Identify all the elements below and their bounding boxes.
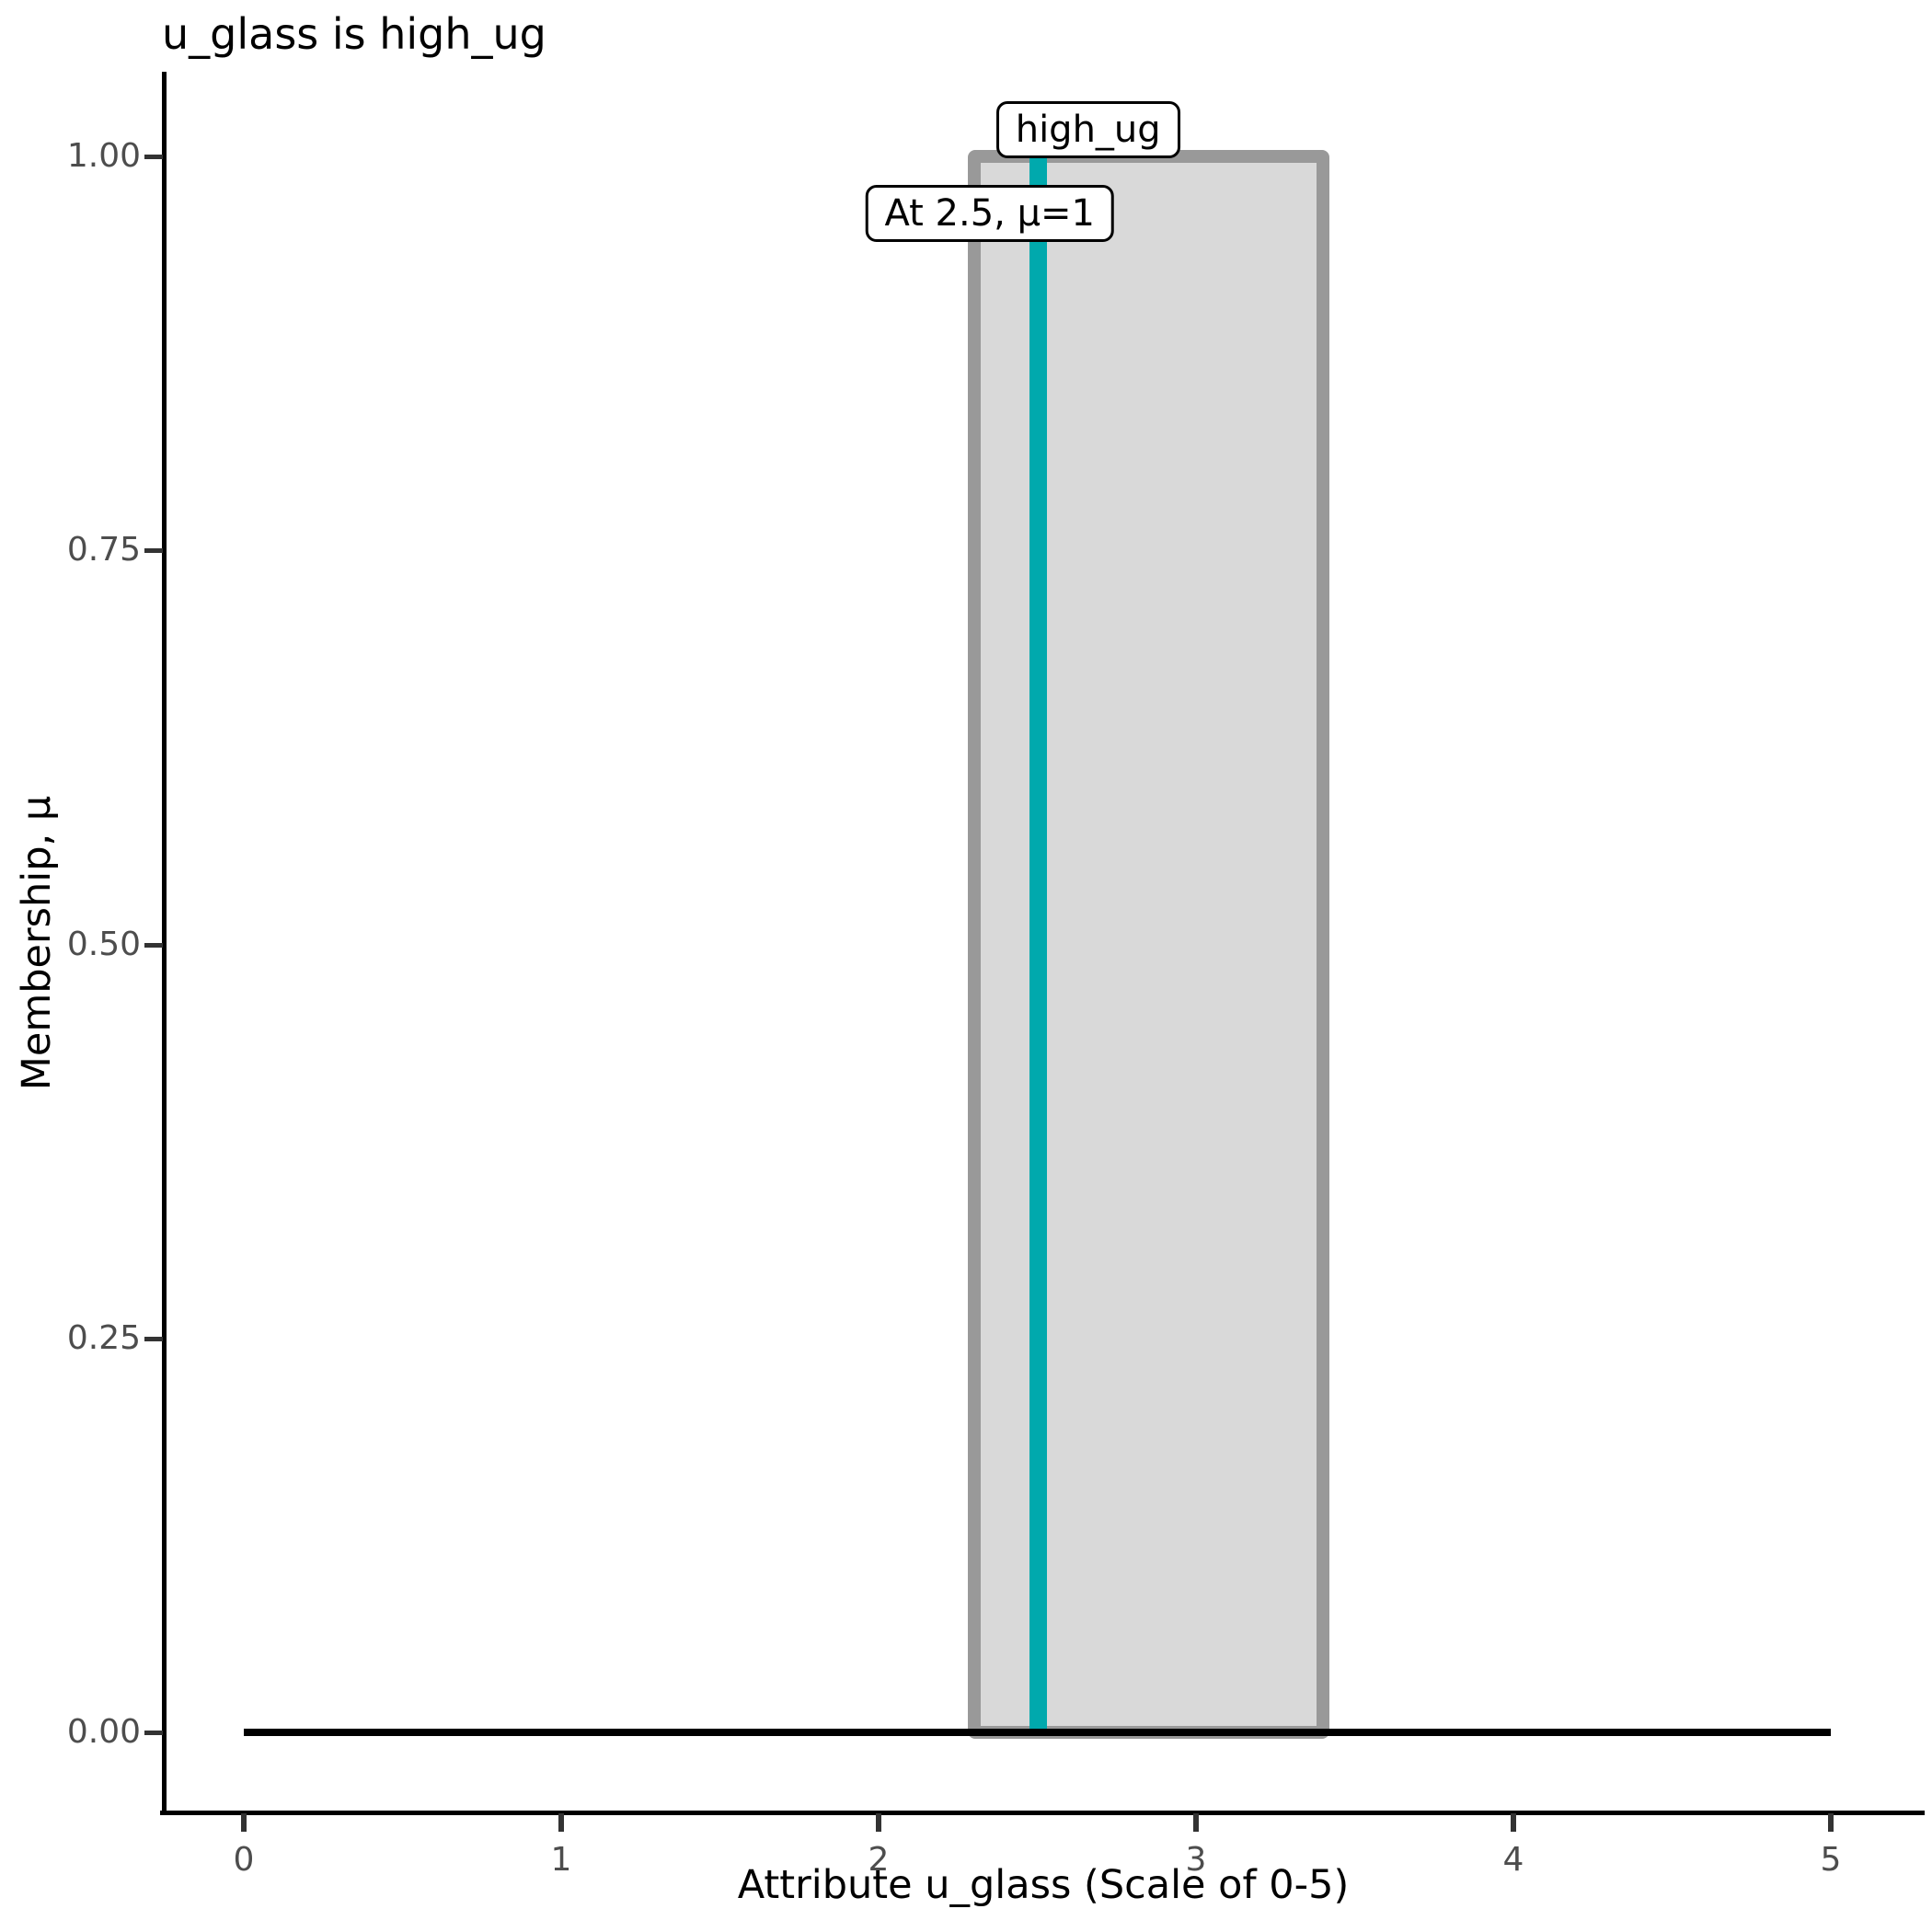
plot-title: u_glass is high_ug xyxy=(162,9,546,59)
zero-baseline xyxy=(244,1729,1831,1736)
x-tick-label: 4 xyxy=(1502,1841,1524,1879)
y-axis-line xyxy=(162,72,167,1815)
y-tick-label: 0.25 xyxy=(66,1318,141,1357)
x-tick-mark xyxy=(1511,1813,1516,1832)
label-box-query-value: At 2.5, μ=1 xyxy=(865,184,1115,242)
x-tick-mark xyxy=(1193,1813,1199,1832)
x-tick-label: 5 xyxy=(1820,1841,1842,1879)
membership-rect xyxy=(967,150,1329,1739)
y-tick-label: 0.50 xyxy=(66,925,141,963)
y-tick-label: 0.75 xyxy=(66,531,141,569)
query-line xyxy=(1029,156,1047,1732)
x-tick-label: 3 xyxy=(1185,1841,1207,1879)
x-tick-mark xyxy=(241,1813,247,1832)
x-tick-mark xyxy=(558,1813,564,1832)
y-tick-label: 0.00 xyxy=(66,1713,141,1751)
y-tick-mark xyxy=(144,155,163,159)
x-tick-mark xyxy=(876,1813,881,1832)
y-tick-mark xyxy=(144,1336,163,1341)
y-tick-mark xyxy=(144,548,163,554)
x-tick-label: 0 xyxy=(233,1841,255,1879)
label-box-set-name: high_ug xyxy=(995,100,1180,158)
y-tick-mark xyxy=(144,1731,163,1735)
x-axis-title: Attribute u_glass (Scale of 0-5) xyxy=(737,1862,1350,1908)
x-tick-label: 2 xyxy=(868,1841,890,1879)
y-tick-mark xyxy=(144,942,163,948)
y-tick-label: 1.00 xyxy=(66,137,141,175)
x-tick-mark xyxy=(1828,1813,1834,1832)
x-tick-label: 1 xyxy=(550,1841,572,1879)
x-axis-line xyxy=(160,1811,1925,1815)
